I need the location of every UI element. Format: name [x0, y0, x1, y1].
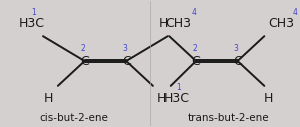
Text: 3: 3	[122, 44, 127, 53]
Text: 4: 4	[293, 8, 298, 17]
Text: CH3: CH3	[166, 17, 191, 30]
Text: C: C	[192, 54, 200, 68]
Text: 3: 3	[234, 44, 239, 53]
Text: H: H	[44, 92, 54, 105]
Text: cis-but-2-ene: cis-but-2-ene	[40, 113, 109, 123]
Text: C: C	[80, 54, 89, 68]
Text: C: C	[122, 54, 130, 68]
Text: H: H	[264, 92, 274, 105]
Text: 1: 1	[176, 83, 181, 92]
Text: CH3: CH3	[268, 17, 294, 30]
Text: trans-but-2-ene: trans-but-2-ene	[188, 113, 269, 123]
Text: 2: 2	[81, 44, 85, 53]
Text: H3C: H3C	[19, 17, 45, 30]
Text: 2: 2	[192, 44, 197, 53]
Text: 1: 1	[32, 8, 36, 17]
Text: H3C: H3C	[163, 92, 189, 105]
Text: H: H	[159, 17, 168, 30]
Text: H: H	[157, 92, 167, 105]
Text: 4: 4	[192, 8, 197, 17]
Text: C: C	[233, 54, 242, 68]
